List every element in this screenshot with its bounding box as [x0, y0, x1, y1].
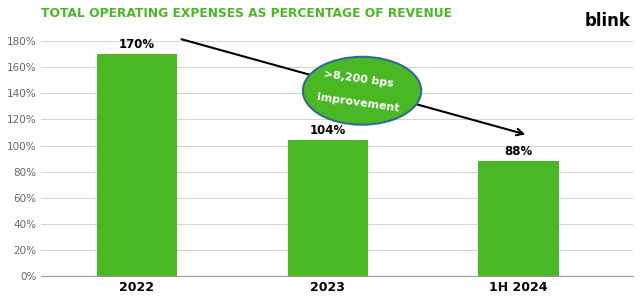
Bar [479, 161, 559, 276]
Bar [97, 54, 177, 276]
Text: >8,200 bps: >8,200 bps [323, 69, 394, 89]
Text: 104%: 104% [310, 124, 346, 137]
Text: blink: blink [584, 12, 630, 30]
Text: TOTAL OPERATING EXPENSES AS PERCENTAGE OF REVENUE: TOTAL OPERATING EXPENSES AS PERCENTAGE O… [42, 7, 452, 20]
Ellipse shape [303, 57, 421, 125]
Text: 170%: 170% [119, 38, 155, 51]
Bar [287, 140, 368, 276]
Text: Improvement: Improvement [316, 92, 400, 113]
Text: 88%: 88% [504, 145, 532, 158]
